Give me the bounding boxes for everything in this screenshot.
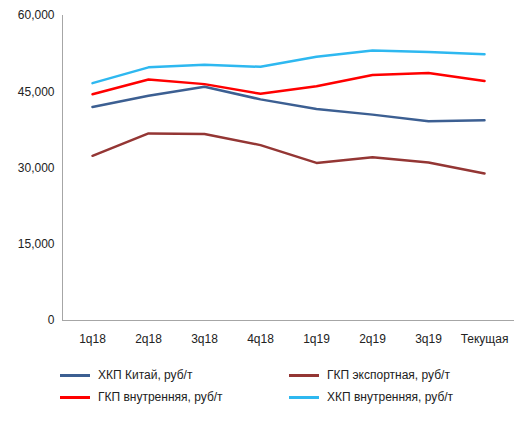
html-text:ГКП внутренняя, руб/т: ГКП внутренняя, руб/т xyxy=(98,390,223,404)
svg-text:4q18: 4q18 xyxy=(247,332,274,346)
svg-text:15,000: 15,000 xyxy=(18,237,55,251)
html-text:ГКП экспортная, руб/т: ГКП экспортная, руб/т xyxy=(327,368,450,382)
svg-text:2q19: 2q19 xyxy=(359,332,386,346)
svg-text:1q19: 1q19 xyxy=(303,332,330,346)
svg-text:0: 0 xyxy=(48,313,55,327)
svg-text:1q18: 1q18 xyxy=(79,332,106,346)
svg-text:3q18: 3q18 xyxy=(191,332,218,346)
svg-text:30,000: 30,000 xyxy=(18,161,55,175)
svg-text:2q18: 2q18 xyxy=(135,332,162,346)
svg-text:45,000: 45,000 xyxy=(18,85,55,99)
svg-text:60,000: 60,000 xyxy=(18,8,55,22)
svg-text:3q19: 3q19 xyxy=(415,332,442,346)
html-text:ХКП внутренняя, руб/т: ХКП внутренняя, руб/т xyxy=(327,390,454,404)
html-text:ХКП Китай, руб/т: ХКП Китай, руб/т xyxy=(98,368,193,382)
svg-text:Текущая: Текущая xyxy=(461,332,509,346)
